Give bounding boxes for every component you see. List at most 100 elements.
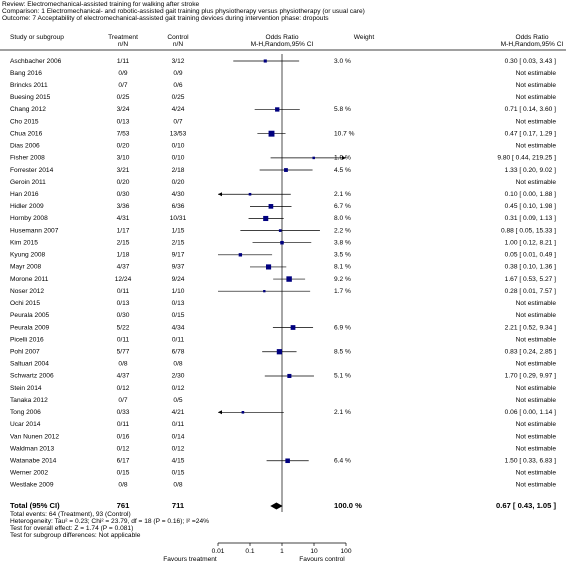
effect-result: Not estimable bbox=[516, 312, 557, 319]
column-header: n/N bbox=[173, 41, 183, 48]
effect-result: 0.71 [ 0.14, 3.60 ] bbox=[505, 106, 556, 113]
point-estimate bbox=[290, 325, 296, 330]
study-name: Stein 2014 bbox=[10, 385, 42, 392]
header-line: Review: Electromechanical-assisted train… bbox=[2, 1, 199, 8]
treatment-events: 0/9 bbox=[118, 70, 127, 77]
control-events: 0/15 bbox=[172, 470, 185, 477]
weight: 6.7 % bbox=[334, 203, 351, 210]
point-estimate bbox=[263, 289, 266, 293]
control-events: 2/18 bbox=[172, 167, 185, 174]
weight: 1.7 % bbox=[334, 288, 351, 295]
control-events: 0/11 bbox=[172, 421, 185, 428]
point-estimate bbox=[263, 215, 269, 222]
point-estimate bbox=[268, 130, 275, 137]
effect-result: 0.06 [ 0.00, 1.14 ] bbox=[505, 409, 556, 416]
control-events: 3/12 bbox=[172, 58, 185, 65]
effect-result: Not estimable bbox=[516, 482, 557, 489]
treatment-events: 0/7 bbox=[118, 82, 127, 89]
effect-result: 0.31 [ 0.09, 1.13 ] bbox=[505, 215, 556, 222]
treatment-events: 0/25 bbox=[117, 94, 130, 101]
effect-result: 0.05 [ 0.01, 0.49 ] bbox=[505, 252, 556, 259]
study-name: Picelli 2016 bbox=[10, 336, 44, 343]
effect-result: 0.30 [ 0.03, 3.43 ] bbox=[505, 58, 556, 65]
control-events: 1/15 bbox=[172, 227, 185, 234]
point-estimate bbox=[275, 107, 280, 112]
effect-result: 1.70 [ 0.29, 9.97 ] bbox=[505, 373, 556, 380]
point-estimate bbox=[263, 59, 267, 63]
footnote: Heterogeneity: Tau² = 0.23; Chi² = 23.79… bbox=[10, 518, 209, 525]
column-header: Odds Ratio bbox=[266, 34, 299, 41]
x-tick-label: 10 bbox=[310, 548, 318, 555]
effect-result: 0.83 [ 0.24, 2.85 ] bbox=[505, 348, 556, 355]
weight: 2.2 % bbox=[334, 227, 351, 234]
study-name: Hidler 2009 bbox=[10, 203, 44, 210]
treatment-events: 3/10 bbox=[117, 155, 130, 162]
study-name: Mayr 2008 bbox=[10, 264, 41, 271]
weight: 6.4 % bbox=[334, 458, 351, 465]
weight: 100.0 % bbox=[334, 501, 362, 510]
study-name: Waldman 2013 bbox=[10, 445, 54, 452]
study-name: Husemann 2007 bbox=[10, 227, 59, 234]
control-events: 6/36 bbox=[172, 203, 185, 210]
point-estimate bbox=[284, 168, 288, 172]
favours-label: Favours treatment bbox=[163, 556, 217, 563]
study-name: Kyung 2008 bbox=[10, 252, 46, 259]
column-header: Study or subgroup bbox=[10, 34, 64, 41]
study-name: Chua 2016 bbox=[10, 130, 43, 137]
study-name: Aschbacher 2006 bbox=[10, 58, 62, 65]
footnote: Test for overall effect: Z = 1.74 (P = 0… bbox=[10, 525, 133, 532]
control-events: 0/11 bbox=[172, 336, 185, 343]
study-name: Noser 2012 bbox=[10, 288, 44, 295]
control-events: 0/5 bbox=[173, 397, 182, 404]
treatment-events: 1/18 bbox=[117, 252, 130, 259]
study-name: Chang 2012 bbox=[10, 106, 46, 113]
study-name: Fisher 2008 bbox=[10, 155, 45, 162]
treatment-events: 0/7 bbox=[118, 397, 127, 404]
study-name: Watanabe 2014 bbox=[10, 458, 57, 465]
x-tick-label: 0.01 bbox=[212, 548, 225, 555]
effect-result: Not estimable bbox=[516, 82, 557, 89]
effect-result: 1.33 [ 0.20, 9.02 ] bbox=[505, 167, 556, 174]
effect-result: Not estimable bbox=[516, 94, 557, 101]
effect-result: Not estimable bbox=[516, 445, 557, 452]
effect-result: 1.50 [ 0.33, 6.83 ] bbox=[505, 458, 556, 465]
effect-result: 1.00 [ 0.12, 8.21 ] bbox=[505, 239, 556, 246]
treatment-events: 2/15 bbox=[117, 239, 130, 246]
treatment-events: 4/37 bbox=[117, 264, 130, 271]
effect-result: Not estimable bbox=[516, 179, 557, 186]
treatment-events: 0/20 bbox=[117, 179, 130, 186]
column-header: M-H,Random,95% CI bbox=[251, 41, 314, 48]
study-name: Tong 2006 bbox=[10, 409, 41, 416]
study-name: Schwartz 2006 bbox=[10, 373, 54, 380]
control-events: 0/12 bbox=[172, 385, 185, 392]
control-events: 2/15 bbox=[172, 239, 185, 246]
treatment-events: 0/13 bbox=[117, 118, 130, 125]
weight: 3.5 % bbox=[334, 252, 351, 259]
effect-result: Not estimable bbox=[516, 397, 557, 404]
effect-result: Not estimable bbox=[516, 433, 557, 440]
weight: 10.7 % bbox=[334, 130, 355, 137]
treatment-events: 0/12 bbox=[117, 445, 130, 452]
control-events: 9/24 bbox=[172, 276, 185, 283]
control-events: 0/7 bbox=[173, 118, 182, 125]
treatment-events: 6/17 bbox=[117, 458, 130, 465]
treatment-events: 0/15 bbox=[117, 470, 130, 477]
point-estimate bbox=[287, 373, 292, 378]
treatment-events: 4/37 bbox=[117, 373, 130, 380]
control-events: 0/10 bbox=[172, 143, 185, 150]
weight: 8.1 % bbox=[334, 264, 351, 271]
footnote: Test for subgroup differences: Not appli… bbox=[10, 532, 141, 539]
treatment-events: 0/20 bbox=[117, 143, 130, 150]
control-events: 4/21 bbox=[172, 409, 185, 416]
effect-result: 0.28 [ 0.01, 7.57 ] bbox=[505, 288, 556, 295]
control-events: 6/78 bbox=[172, 348, 185, 355]
study-name: Cho 2015 bbox=[10, 118, 39, 125]
effect-result: 0.67 [ 0.43, 1.05 ] bbox=[496, 501, 556, 510]
study-name: Hornby 2008 bbox=[10, 215, 48, 222]
weight: 3.8 % bbox=[334, 239, 351, 246]
effect-result: 9.80 [ 0.44, 219.25 ] bbox=[497, 155, 556, 162]
study-name: Werner 2002 bbox=[10, 470, 48, 477]
point-estimate bbox=[268, 204, 274, 209]
study-name: Han 2016 bbox=[10, 191, 39, 198]
